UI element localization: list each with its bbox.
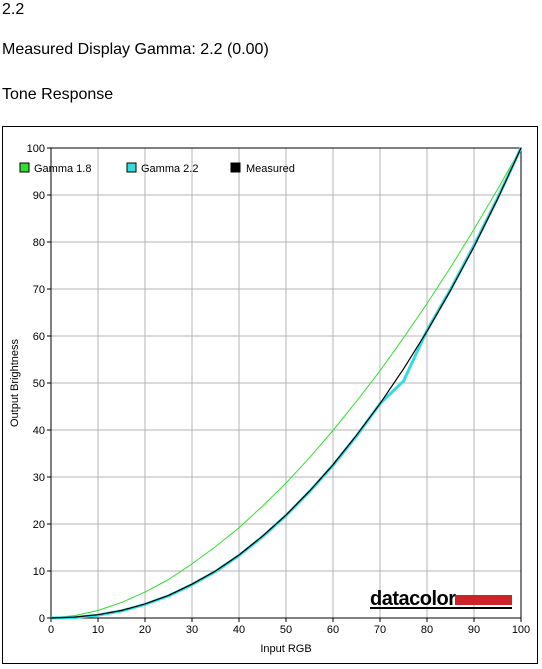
y-tick-label: 10: [33, 566, 45, 578]
legend-swatch-measured: [230, 162, 241, 173]
legend-label-measured: Measured: [246, 163, 295, 175]
measured-gamma-text: Measured Display Gamma: 2.2 (0.00): [2, 41, 269, 58]
x-tick-label: 90: [468, 624, 480, 636]
chart-svg: 0 10 20 30 40 50 60 70 80 90 100 0 10 20 30 40 50 60 70 80 9…: [9, 143, 530, 655]
y-tick-label: 70: [33, 284, 45, 296]
x-axis-label: Input RGB: [260, 643, 311, 655]
x-tick-label: 40: [233, 624, 245, 636]
x-tick-label: 0: [48, 624, 54, 636]
legend-swatch-gamma-1-8: [19, 162, 30, 173]
x-tick-label: 60: [327, 624, 339, 636]
y-tick-label: 30: [33, 472, 45, 484]
section-title: Tone Response: [2, 86, 114, 103]
y-tick-label: 0: [39, 613, 45, 625]
tone-response-chart: 0 10 20 30 40 50 60 70 80 90 100 0 10 20 30 40 50 60 70 80 9…: [2, 126, 538, 664]
legend-label-gamma-2-2: Gamma 2.2: [141, 163, 198, 175]
y-tick-label: 50: [33, 378, 45, 390]
y-tick-label: 60: [33, 331, 45, 343]
y-axis-label: Output Brightness: [9, 338, 21, 427]
x-tick-label: 80: [421, 624, 433, 636]
x-tick-label: 100: [512, 624, 530, 636]
legend-label-gamma-1-8: Gamma 1.8: [34, 163, 91, 175]
y-tick-label: 100: [27, 143, 45, 155]
series-line-measured: [50, 147, 522, 619]
axes-layer: 0 10 20 30 40 50 60 70 80 90 100 0 10 20 30 40 50 60 70 80 9…: [9, 143, 530, 655]
y-tick-label: 80: [33, 237, 45, 249]
x-tick-label: 10: [92, 624, 104, 636]
legend-swatch-gamma-2-2: [126, 162, 137, 173]
logo-underline: [370, 607, 512, 609]
grid-layer: [51, 148, 521, 618]
series-layer: [50, 147, 523, 620]
chart-legend: Gamma 1.8 Gamma 2.2 Measured: [19, 162, 295, 175]
datacolor-logo: datacolor: [370, 588, 512, 610]
gamma-value: 2.2: [2, 1, 25, 18]
y-tick-label: 90: [33, 190, 45, 202]
y-tick-label: 20: [33, 519, 45, 531]
x-tick-label: 30: [186, 624, 198, 636]
x-tick-label: 20: [139, 624, 151, 636]
logo-text: datacolor: [370, 588, 456, 610]
x-tick-label: 50: [280, 624, 292, 636]
logo-accent-bar: [455, 595, 512, 605]
y-tick-label: 40: [33, 425, 45, 437]
series-line-gamma-1-8: [50, 147, 522, 619]
x-tick-label: 70: [374, 624, 386, 636]
